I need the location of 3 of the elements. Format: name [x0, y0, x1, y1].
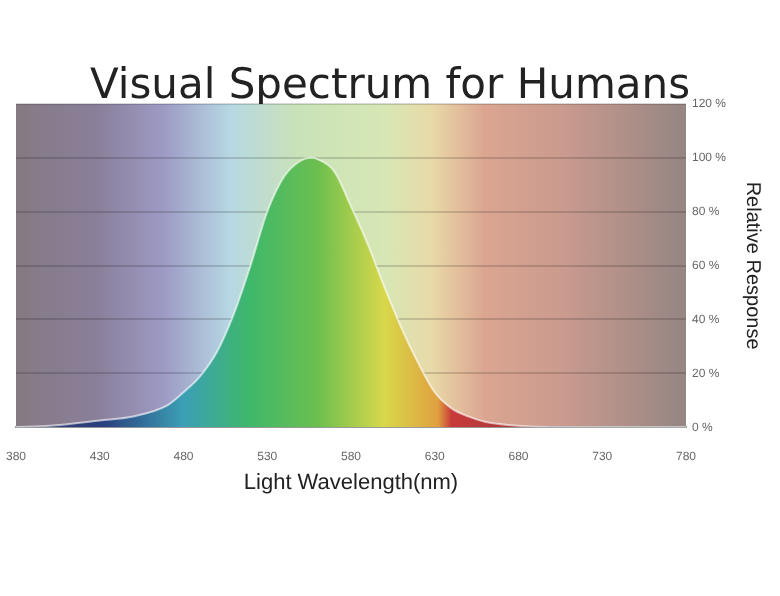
- chart-title: Visual Spectrum for Humans: [89, 60, 691, 108]
- y-axis-title: Relative Response: [740, 181, 763, 351]
- x-axis-title: Light Wavelength(nm): [243, 470, 459, 495]
